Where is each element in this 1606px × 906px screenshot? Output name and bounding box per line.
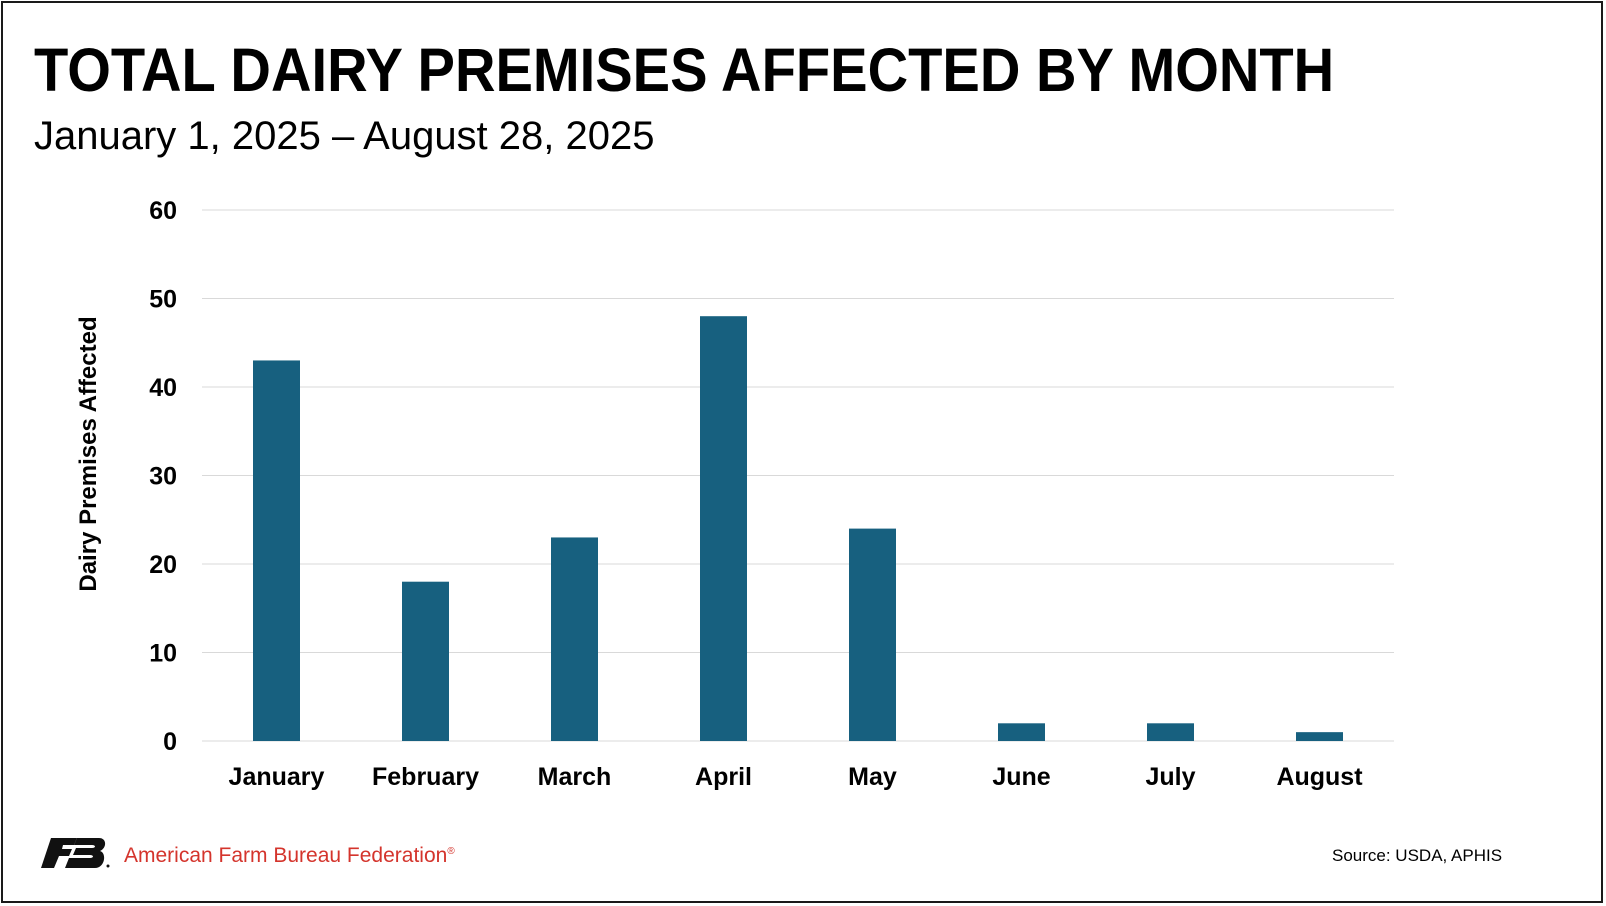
y-tick-label: 60 <box>149 197 177 225</box>
y-axis-label: Dairy Premises Affected <box>75 316 102 591</box>
bar-june <box>998 723 1045 741</box>
y-tick-labels: 0 10 20 30 40 50 60 <box>149 197 177 756</box>
x-tick-label: March <box>538 763 612 791</box>
y-tick-label: 50 <box>149 286 177 314</box>
chart-title: TOTAL DAIRY PREMISES AFFECTED BY MONTH <box>34 36 1335 104</box>
bar-march <box>551 537 598 741</box>
bar-april <box>700 316 747 741</box>
y-tick-label: 10 <box>149 640 177 668</box>
x-tick-label: January <box>229 763 325 791</box>
y-tick-label: 0 <box>163 728 177 756</box>
x-tick-label: June <box>992 763 1050 791</box>
registered-mark: ® <box>447 846 455 857</box>
bar-may <box>849 528 896 741</box>
x-tick-label: April <box>695 763 752 791</box>
x-tick-label: August <box>1276 763 1363 791</box>
bar-august <box>1296 732 1343 741</box>
bar-january <box>253 360 300 741</box>
fb-logo <box>41 836 111 870</box>
grid-lines <box>202 209 1394 742</box>
organization-name: American Farm Bureau Federation® <box>124 844 455 868</box>
x-tick-label: July <box>1145 763 1195 791</box>
x-tick-label: May <box>848 763 897 791</box>
x-tick-labels: January February March April May June July Augu… <box>229 763 1364 791</box>
bars <box>253 316 1343 741</box>
source-note: Source: USDA, APHIS <box>1332 846 1503 865</box>
bar-february <box>402 581 449 741</box>
bar-july <box>1147 723 1194 741</box>
organization-name-text: American Farm Bureau Federation <box>124 844 448 867</box>
y-tick-label: 30 <box>149 463 177 491</box>
x-tick-label: February <box>372 763 479 791</box>
y-tick-label: 20 <box>149 551 177 579</box>
fb-logo-icon <box>41 838 110 868</box>
chart-subtitle: January 1, 2025 – August 28, 2025 <box>34 114 655 158</box>
y-tick-label: 40 <box>149 374 177 402</box>
